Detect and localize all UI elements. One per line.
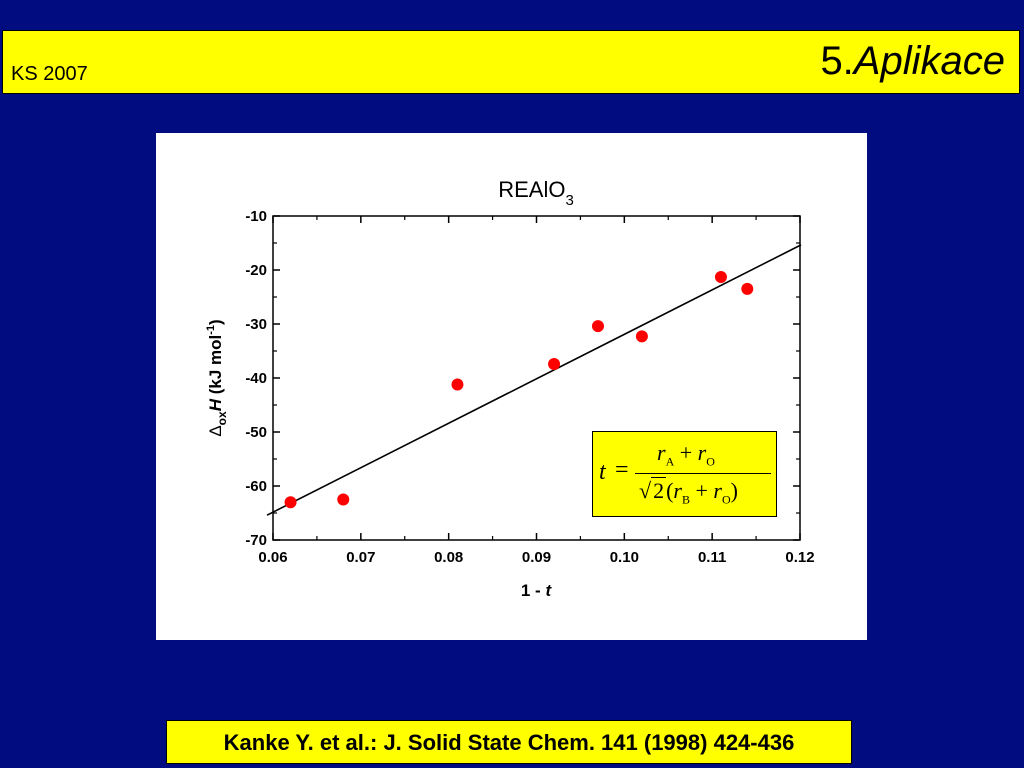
slide-title-text: Aplikace <box>853 39 1005 83</box>
y-tick-label: -70 <box>245 532 267 549</box>
scatter-chart: REAlO3 0.06 0.07 0.08 0.09 0.10 0.11 0.12 -10 -2… <box>205 177 815 600</box>
y-tick-label: -30 <box>245 316 267 333</box>
formula-lhs: t <box>599 459 606 485</box>
data-point <box>284 496 297 509</box>
y-axis-label: ΔoxH (kJ mol-1) <box>205 319 229 436</box>
x-tick-label: 0.10 <box>610 549 639 566</box>
data-point <box>741 282 754 295</box>
data-point <box>451 378 464 391</box>
slide-title-number: 5. <box>820 39 854 83</box>
data-points <box>284 271 754 509</box>
x-tick-label: 0.09 <box>522 549 551 566</box>
data-point <box>337 493 350 506</box>
y-tick-label: -40 <box>245 370 267 387</box>
formula-numerator: rA + rO <box>657 440 715 469</box>
slide-header: KS 2007 5.Aplikace <box>2 30 1020 94</box>
y-tick-label: -10 <box>245 208 267 225</box>
chart-panel: REAlO3 0.06 0.07 0.08 0.09 0.10 0.11 0.12 -10 -2… <box>156 133 867 640</box>
formula-equals: = <box>615 457 629 483</box>
x-axis-label: 1 - t <box>521 581 553 600</box>
fraction-bar <box>635 473 771 474</box>
x-tick-label: 0.08 <box>434 549 463 566</box>
y-tick-label: -50 <box>245 424 267 441</box>
formula-denominator: √2(rB + rO) <box>639 477 738 507</box>
x-tick-label: 0.12 <box>785 549 814 566</box>
data-point <box>591 320 604 333</box>
fit-line <box>266 244 802 516</box>
tolerance-factor-formula: t = rA + rO √2(rB + rO) <box>592 431 777 517</box>
data-point <box>548 357 561 370</box>
chart-title: REAlO3 <box>498 177 574 209</box>
data-point <box>714 271 727 284</box>
course-label: KS 2007 <box>11 63 88 85</box>
slide-title: 5.Aplikace <box>820 39 1005 84</box>
x-tick-label: 0.11 <box>698 549 726 566</box>
fit-line-group <box>266 244 802 516</box>
y-tick-label: -20 <box>245 262 267 279</box>
y-tick-label: -60 <box>245 478 267 495</box>
data-point <box>635 330 648 343</box>
plot-axes: 0.06 0.07 0.08 0.09 0.10 0.11 0.12 -10 -20 -30 -40… <box>245 208 814 566</box>
x-tick-label: 0.07 <box>346 549 375 566</box>
x-tick-label: 0.06 <box>258 549 287 566</box>
citation-box: Kanke Y. et al.: J. Solid State Chem. 14… <box>166 720 852 764</box>
